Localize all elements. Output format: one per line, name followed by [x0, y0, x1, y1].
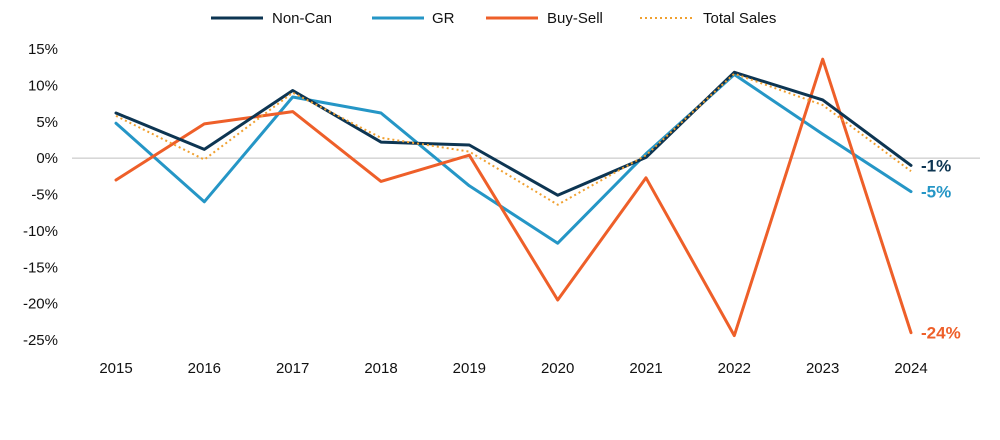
- legend-label: Non-Can: [272, 10, 332, 27]
- x-tick-label: 2024: [894, 360, 927, 377]
- y-axis: 15% 10% 5% 0% -5% -10% -15% -20% -25%: [23, 41, 980, 349]
- x-tick-label: 2019: [453, 360, 486, 377]
- x-tick-label: 2023: [806, 360, 839, 377]
- y-tick-label: 15%: [28, 41, 58, 58]
- x-tick-label: 2022: [718, 360, 751, 377]
- end-label-buy-sell: -24%: [921, 324, 961, 343]
- series-line-gr: [114, 73, 913, 245]
- y-tick-label: -15%: [23, 259, 58, 276]
- y-tick-label: -10%: [23, 223, 58, 240]
- series-layer: [114, 57, 913, 338]
- x-tick-label: 2021: [629, 360, 662, 377]
- legend: Non-Can GR Buy-Sell Total Sales: [211, 10, 776, 27]
- series-line-total-sales: [115, 72, 912, 206]
- x-tick-label: 2016: [188, 360, 221, 377]
- series-line-non-can: [114, 70, 913, 197]
- series-line-buy-sell: [114, 57, 913, 338]
- y-tick-label: 5%: [36, 114, 58, 131]
- y-tick-label: -25%: [23, 332, 58, 349]
- y-tick-label: -20%: [23, 296, 58, 313]
- y-tick-label: 0%: [36, 150, 58, 167]
- legend-label: Total Sales: [703, 10, 776, 27]
- end-labels: -1% -5% -24%: [921, 156, 961, 342]
- end-label-non-can: -1%: [921, 156, 951, 175]
- x-tick-label: 2017: [276, 360, 309, 377]
- end-label-gr: -5%: [921, 183, 951, 202]
- x-tick-label: 2018: [364, 360, 397, 377]
- x-tick-label: 2015: [99, 360, 132, 377]
- x-tick-label: 2020: [541, 360, 574, 377]
- y-tick-label: -5%: [31, 187, 58, 204]
- x-axis: 2015 2016 2017 2018 2019 2020 2021 2022 2023 2024: [99, 360, 927, 377]
- legend-label: GR: [432, 10, 455, 27]
- y-tick-label: 10%: [28, 77, 58, 94]
- legend-label: Buy-Sell: [547, 10, 603, 27]
